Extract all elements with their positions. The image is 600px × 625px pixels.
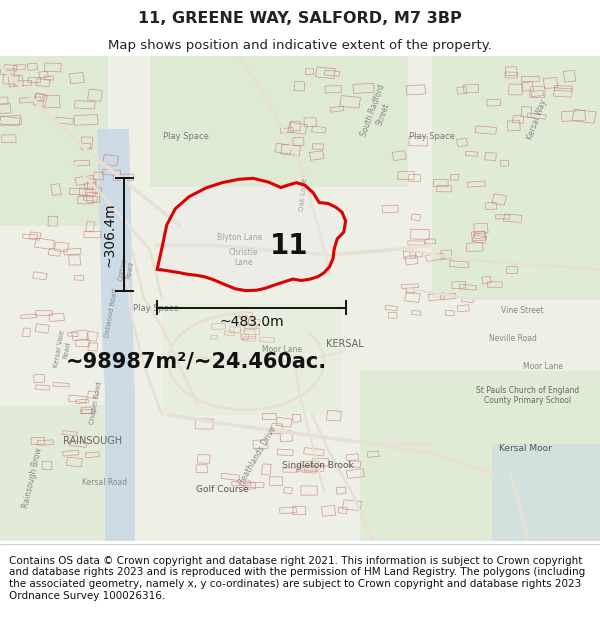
Text: Vine Street: Vine Street [500, 306, 544, 315]
Polygon shape [492, 444, 600, 541]
Text: Ostwood Road: Ostwood Road [104, 288, 118, 338]
Text: ~98987m²/~24.460ac.: ~98987m²/~24.460ac. [66, 351, 327, 371]
Text: Chapel Road: Chapel Road [89, 381, 103, 424]
Text: KERSAL: KERSAL [326, 339, 364, 349]
Polygon shape [157, 178, 346, 291]
Text: Map shows position and indicative extent of the property.: Map shows position and indicative extent… [108, 39, 492, 52]
Polygon shape [0, 56, 108, 226]
Text: Heathlands Drive: Heathlands Drive [238, 425, 278, 487]
Text: Rainsough Brow: Rainsough Brow [22, 446, 44, 509]
Text: RAINSOUGH: RAINSOUGH [64, 436, 122, 446]
Text: Play Space: Play Space [163, 132, 209, 141]
Text: St Pauls Church of England
County Primary School: St Pauls Church of England County Primar… [476, 386, 580, 405]
Text: Singleton Brook: Singleton Brook [282, 461, 354, 470]
Text: Kersal Road: Kersal Road [82, 478, 128, 487]
Text: Neville Road: Neville Road [489, 334, 537, 342]
Text: Cotton
Road: Cotton Road [118, 257, 134, 282]
Text: Kersal Way: Kersal Way [526, 98, 548, 141]
Text: Blyton Lane: Blyton Lane [217, 233, 263, 242]
Text: 11: 11 [270, 232, 308, 261]
Text: ~306.4m: ~306.4m [102, 202, 116, 267]
Text: Kersal Vale
Road: Kersal Vale Road [53, 329, 73, 369]
Text: Contains OS data © Crown copyright and database right 2021. This information is : Contains OS data © Crown copyright and d… [9, 556, 585, 601]
Polygon shape [0, 405, 132, 541]
Text: ~483.0m: ~483.0m [219, 315, 284, 329]
Text: Golf Course: Golf Course [196, 485, 248, 494]
Text: Play Space: Play Space [409, 132, 455, 141]
Text: Oak Lane: Oak Lane [299, 177, 307, 211]
Polygon shape [162, 303, 342, 415]
Text: 11, GREENE WAY, SALFORD, M7 3BP: 11, GREENE WAY, SALFORD, M7 3BP [138, 11, 462, 26]
Text: Moor Lane: Moor Lane [523, 362, 563, 371]
Text: Kersal Moor: Kersal Moor [499, 444, 551, 453]
Polygon shape [150, 56, 408, 187]
Polygon shape [432, 56, 600, 298]
Text: South Radford
Street: South Radford Street [359, 83, 397, 141]
Text: Christie
Lane: Christie Lane [228, 248, 258, 267]
Text: Play Space: Play Space [133, 304, 179, 312]
Polygon shape [97, 129, 135, 541]
Text: Moor Lane: Moor Lane [262, 345, 302, 354]
Polygon shape [360, 371, 600, 541]
Polygon shape [0, 56, 600, 541]
